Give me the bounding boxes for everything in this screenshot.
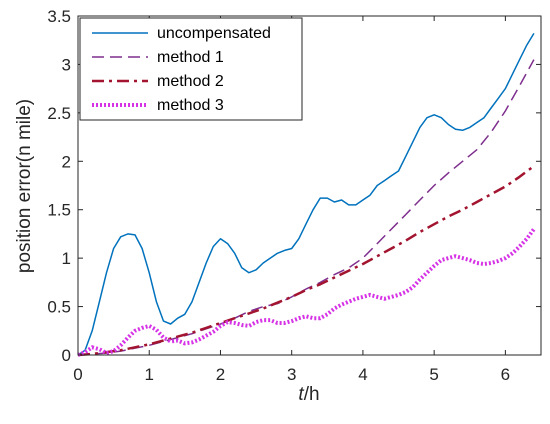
- legend-label-3: method 2: [157, 73, 224, 90]
- series-line-1: [77, 33, 535, 356]
- y-axis-label: position error(n mile): [14, 99, 35, 273]
- y-tick-label: 0: [62, 346, 71, 365]
- y-tick-label: 3.5: [47, 7, 71, 26]
- y-tick-label: 2.5: [47, 104, 71, 123]
- axes-layer: [77, 15, 542, 356]
- x-tick-label: 5: [429, 365, 438, 384]
- y-tick-label: 2: [62, 152, 71, 171]
- x-axis-label: t/h: [298, 384, 319, 405]
- x-tick-label: 3: [287, 365, 296, 384]
- legend-label-2: method 1: [157, 49, 224, 66]
- x-axis-label-variable: t: [298, 384, 304, 405]
- x-tick-label: 0: [73, 365, 82, 384]
- x-tick-label: 2: [216, 365, 225, 384]
- y-tick-label: 1: [62, 249, 71, 268]
- series-line-4: [77, 227, 536, 357]
- ticks-layer: 0 1 2 3 4 5 6 0 0.5 1 1.5 2 2.5 3 3.5: [47, 7, 541, 384]
- legend: uncompensated method 1 method 2 method 3: [79, 17, 303, 121]
- series-layer: [77, 33, 536, 357]
- y-tick-label: 3: [62, 55, 71, 74]
- series-line-3: [77, 165, 535, 357]
- x-axis-label-unit: /h: [304, 384, 320, 405]
- legend-label-1: uncompensated: [157, 25, 271, 42]
- x-tick-label: 1: [144, 365, 153, 384]
- x-tick-label: 6: [501, 365, 510, 384]
- y-tick-label: 0.5: [47, 298, 71, 317]
- plot-frame: [77, 15, 542, 356]
- x-tick-label: 4: [358, 365, 367, 384]
- y-tick-label: 1.5: [47, 201, 71, 220]
- legend-label-4: method 3: [157, 97, 224, 114]
